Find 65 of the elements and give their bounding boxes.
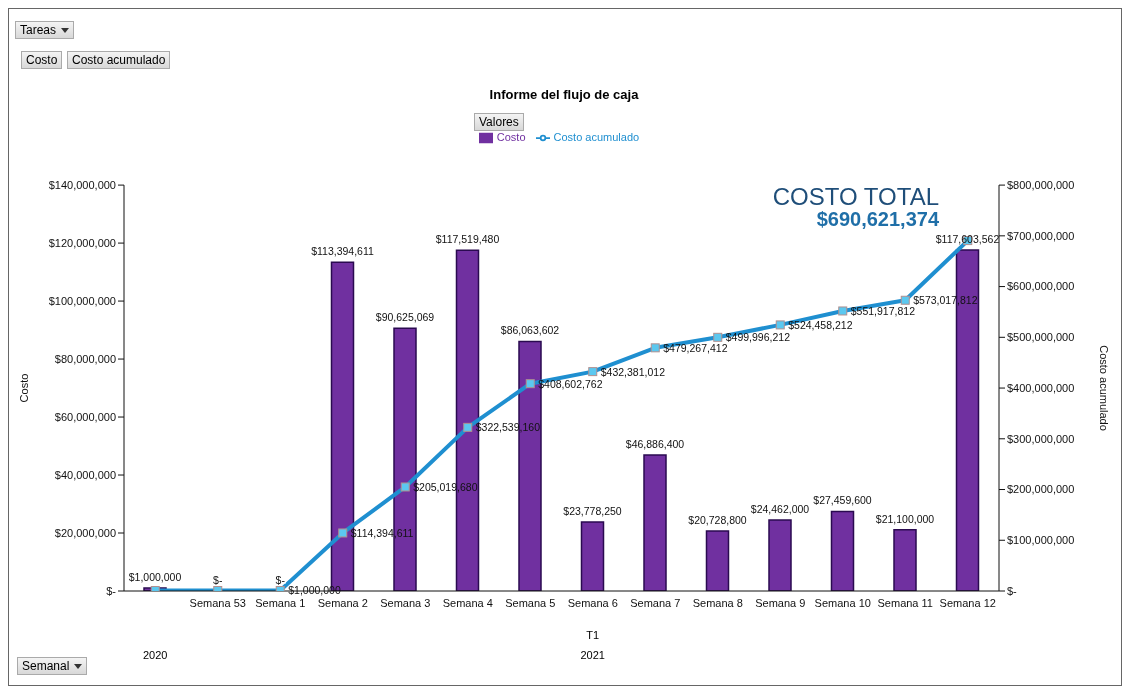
- data-label: $20,728,800: [688, 513, 747, 526]
- data-label: $90,625,069: [375, 311, 435, 324]
- y-tick-label: $-: [106, 584, 117, 597]
- x-tick-label: Semana 5: [505, 596, 556, 609]
- data-label: $-: [275, 574, 286, 586]
- y-tick-label: $40,000,000: [54, 468, 116, 481]
- data-label: $-: [213, 574, 223, 586]
- data-label: $1,000,000: [128, 571, 182, 584]
- x-tick-label: Semana 11: [877, 596, 933, 609]
- x-tick-label: Semana 8: [692, 596, 743, 609]
- y-tick-label: $20,000,000: [54, 526, 116, 539]
- field-button: Valores: [474, 113, 524, 131]
- y2-tick-label: $800,000,000: [1007, 179, 1075, 191]
- x-tick-label: Semana 3: [380, 596, 431, 609]
- data-label: $113,394,611: [311, 245, 374, 258]
- x-tick-label: Semana 10: [814, 596, 871, 609]
- data-label: $499,996,212: [725, 331, 791, 344]
- x-tick-label: Semana 53: [189, 596, 246, 609]
- data-label: $432,381,012: [600, 365, 666, 378]
- x-tick-label: Semana 9: [755, 596, 806, 609]
- data-label: $479,267,412: [663, 341, 728, 354]
- text: 2020: [142, 649, 169, 661]
- data-label: $27,459,600: [813, 494, 872, 507]
- legend-label: Costo: [496, 131, 526, 143]
- data-label: $117,603,562: [935, 233, 1000, 246]
- dropdown-field: Semanal: [17, 657, 88, 675]
- y2-tick-label: $200,000,000: [1007, 483, 1075, 496]
- field-button: Costo: [21, 51, 63, 69]
- data-label: $21,100,000: [875, 512, 935, 525]
- y2-tick-label: $700,000,000: [1007, 229, 1075, 242]
- data-label: $117,519,480: [435, 233, 500, 246]
- y-axis-title: Costo: [17, 373, 30, 403]
- data-label: $46,886,400: [625, 438, 685, 451]
- x-tick-label: Semana 4: [442, 596, 493, 609]
- y-tick-label: $100,000,000: [48, 294, 116, 307]
- chart-title: Informe del flujo de caja: [488, 87, 640, 102]
- y-tick-label: $80,000,000: [54, 352, 116, 365]
- y2-tick-label: $300,000,000: [1007, 432, 1075, 445]
- text: T1: [585, 629, 601, 641]
- x-tick-label: Semana 6: [567, 596, 618, 609]
- x-tick-label: Semana 12: [939, 596, 996, 609]
- y-tick-label: $120,000,000: [48, 236, 116, 249]
- data-label: $524,458,212: [788, 318, 853, 331]
- data-label: $86,063,602: [500, 324, 560, 337]
- y2-tick-label: $100,000,000: [1007, 534, 1075, 547]
- annotation: $690,621,374: [815, 208, 939, 230]
- y2-tick-label: $600,000,000: [1007, 280, 1075, 293]
- y2-tick-label: $500,000,000: [1007, 331, 1075, 344]
- y-tick-label: $60,000,000: [54, 410, 116, 423]
- x-tick-label: Semana 1: [255, 596, 306, 609]
- data-label: $23,778,250: [563, 505, 622, 518]
- annotation: COSTO TOTAL: [771, 183, 939, 210]
- field-button: Costo acumulado: [67, 51, 171, 69]
- data-label: $24,462,000: [750, 503, 810, 516]
- data-label: $1,000,000: [288, 584, 341, 597]
- y-tick-label: $140,000,000: [48, 179, 116, 191]
- y2-axis-title: Costo acumulado: [1098, 345, 1111, 431]
- x-tick-label: Semana 2: [317, 596, 368, 609]
- y2-tick-label: $400,000,000: [1007, 381, 1075, 394]
- legend-label: Costo acumulado: [553, 131, 640, 143]
- data-label: $551,917,812: [850, 304, 916, 317]
- x-tick-label: Semana 7: [630, 596, 681, 609]
- y2-tick-label: $-: [1007, 584, 1018, 597]
- text: 2021: [579, 649, 606, 661]
- dropdown-field: Tareas: [15, 21, 75, 39]
